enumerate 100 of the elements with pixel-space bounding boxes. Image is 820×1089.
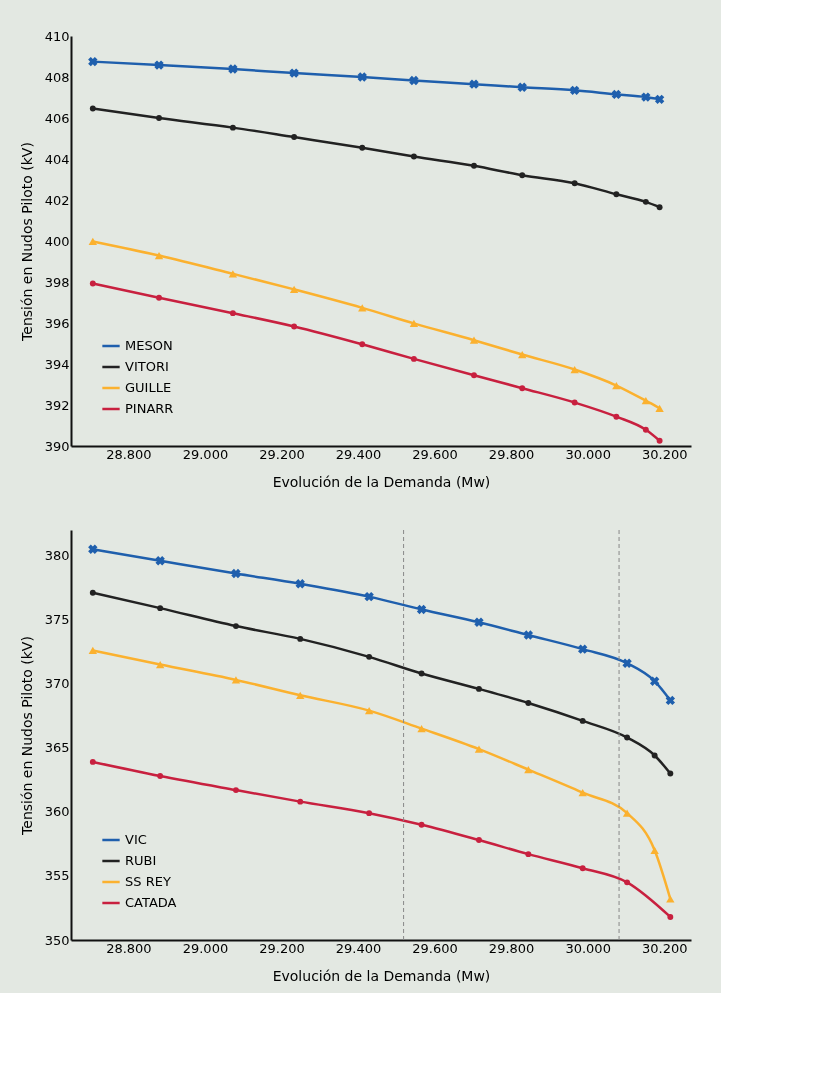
point bbox=[667, 913, 674, 920]
point bbox=[231, 568, 241, 579]
point bbox=[364, 591, 374, 602]
point bbox=[359, 341, 366, 348]
point bbox=[228, 270, 238, 278]
point bbox=[525, 700, 532, 706]
y-tick-label: 370 bbox=[44, 676, 70, 692]
point bbox=[154, 251, 164, 260]
y-tick-label: 365 bbox=[44, 740, 70, 756]
point bbox=[651, 752, 658, 759]
point bbox=[641, 92, 651, 102]
x-tick-label: 30.200 bbox=[641, 940, 688, 956]
point bbox=[649, 676, 660, 686]
y-tick-label: 355 bbox=[44, 868, 70, 884]
point bbox=[155, 556, 165, 566]
point bbox=[569, 85, 580, 96]
y-tick-label: 396 bbox=[44, 315, 70, 331]
point bbox=[665, 695, 676, 706]
point bbox=[366, 653, 373, 660]
point bbox=[364, 707, 374, 715]
x-tick-label: 30.000 bbox=[565, 940, 611, 956]
point bbox=[642, 198, 649, 205]
point bbox=[232, 623, 239, 630]
y-tick-label: 404 bbox=[44, 151, 70, 167]
point bbox=[523, 630, 534, 640]
x-tick-label: 29.800 bbox=[488, 940, 535, 956]
legend-label: VITORI bbox=[125, 359, 169, 374]
point bbox=[570, 365, 579, 374]
x-tick-label: 29.200 bbox=[259, 446, 305, 462]
y-tick-label: 394 bbox=[44, 356, 70, 372]
point bbox=[359, 144, 366, 151]
x-axis-title: Evolución de la Demanda (Mw) bbox=[272, 967, 491, 984]
point bbox=[517, 82, 527, 92]
point bbox=[155, 660, 165, 669]
y-tick-label: 390 bbox=[44, 438, 70, 454]
y-tick-label: 360 bbox=[44, 804, 70, 820]
point bbox=[519, 172, 526, 179]
point bbox=[518, 350, 527, 359]
point bbox=[229, 310, 236, 317]
point bbox=[571, 180, 578, 187]
point bbox=[654, 94, 665, 105]
y-axis-title: Tensión en Nudos Piloto (kV) bbox=[18, 636, 35, 836]
point bbox=[578, 644, 588, 654]
x-tick-label: 29.000 bbox=[182, 446, 229, 462]
legend-label: SS REY bbox=[125, 874, 171, 889]
point bbox=[89, 105, 96, 112]
y-tick-label: 408 bbox=[44, 69, 70, 85]
point bbox=[656, 204, 663, 211]
x-tick-label: 30.000 bbox=[565, 446, 611, 462]
point bbox=[476, 685, 482, 692]
legend-label: MESON bbox=[125, 338, 173, 353]
point bbox=[579, 717, 586, 724]
legend-label: RUBI bbox=[125, 853, 157, 868]
point bbox=[656, 437, 663, 444]
point bbox=[571, 399, 578, 406]
point bbox=[611, 89, 622, 100]
point bbox=[624, 879, 631, 886]
point bbox=[88, 646, 97, 655]
point bbox=[525, 851, 532, 858]
point bbox=[666, 895, 675, 903]
point bbox=[295, 579, 305, 589]
point bbox=[297, 798, 304, 805]
point bbox=[578, 789, 587, 797]
point bbox=[228, 64, 238, 74]
y-tick-label: 406 bbox=[44, 110, 70, 126]
point bbox=[642, 426, 649, 433]
point bbox=[291, 323, 298, 330]
point bbox=[417, 724, 426, 733]
point bbox=[289, 285, 299, 293]
point bbox=[88, 237, 97, 246]
point bbox=[89, 280, 96, 287]
point bbox=[641, 397, 651, 405]
point bbox=[471, 162, 477, 169]
point bbox=[519, 385, 526, 392]
y-tick-label: 410 bbox=[44, 28, 70, 44]
point bbox=[409, 319, 419, 328]
point bbox=[655, 404, 664, 412]
y-tick-label: 375 bbox=[44, 612, 70, 628]
x-tick-label: 30.200 bbox=[641, 446, 688, 462]
legend-label: PINARR bbox=[125, 401, 174, 416]
point bbox=[88, 544, 98, 554]
point bbox=[410, 153, 417, 160]
point bbox=[650, 846, 659, 854]
y-axis-title: Tensión en Nudos Piloto (kV) bbox=[18, 142, 35, 342]
y-tick-label: 398 bbox=[44, 274, 70, 290]
point bbox=[410, 355, 417, 362]
point bbox=[612, 381, 621, 390]
point bbox=[613, 191, 620, 198]
point bbox=[476, 837, 482, 844]
x-tick-label: 28.800 bbox=[106, 446, 152, 462]
y-tick-label: 380 bbox=[44, 548, 70, 564]
x-tick-label: 29.400 bbox=[335, 940, 382, 956]
point bbox=[622, 809, 632, 817]
legend-label: CATADA bbox=[125, 895, 177, 910]
x-tick-label: 29.600 bbox=[412, 940, 458, 956]
point bbox=[157, 605, 164, 612]
x-tick-label: 29.800 bbox=[488, 446, 535, 462]
point bbox=[154, 60, 164, 70]
point bbox=[156, 115, 162, 121]
point bbox=[469, 79, 479, 89]
